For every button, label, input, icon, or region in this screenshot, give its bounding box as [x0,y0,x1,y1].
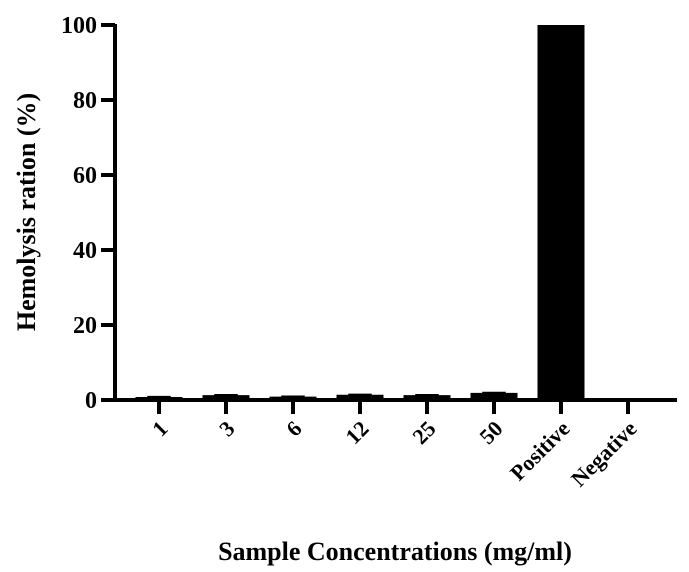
bar-positive [537,25,585,400]
y-tick-label: 40 [73,238,97,264]
y-axis-title: Hemolysis ration (%) [12,93,41,331]
y-tick-label: 60 [73,163,97,189]
bar-50 [470,392,518,400]
y-tick-label: 100 [61,13,97,39]
error-bar-25 [415,394,439,397]
x-tick-label-1: 1 [147,416,172,441]
bar-12 [336,394,384,400]
x-tick-label-25: 25 [407,416,440,449]
y-tick-label: 0 [85,388,97,414]
y-axis: 0 20 40 60 80 100 [61,13,117,414]
error-bar-6 [281,395,305,398]
x-tick-label-positive: Positive [505,416,575,486]
x-tick-label-50: 50 [474,416,507,449]
x-tick-label-12: 12 [340,416,373,449]
error-bar-50 [482,391,506,394]
error-bar-12 [348,393,372,396]
bar-3 [202,395,250,400]
x-tick-label-negative: Negative [566,416,642,492]
x-axis-title: Sample Concentrations (mg/ml) [218,537,572,566]
x-tick-label-6: 6 [281,416,306,441]
y-tick-label: 80 [73,88,97,114]
error-bar-3 [214,394,238,397]
y-tick-label: 20 [73,313,97,339]
x-tick-label-3: 3 [214,416,239,441]
error-bar-1 [147,395,171,398]
bar-25 [403,395,451,400]
bars-group [135,25,585,400]
